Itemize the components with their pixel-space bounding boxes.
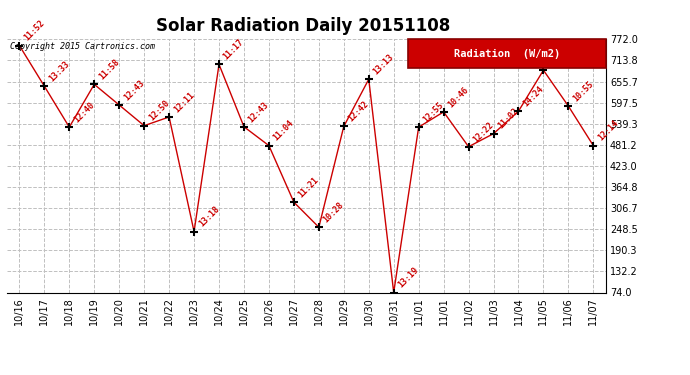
Text: 11:52: 11:52: [22, 19, 46, 43]
Text: 12:50: 12:50: [147, 99, 171, 123]
Text: Copyright 2015 Cartronics.com: Copyright 2015 Cartronics.com: [10, 42, 155, 51]
Text: 10:28: 10:28: [322, 200, 346, 225]
Text: 13:33: 13:33: [47, 59, 71, 83]
FancyBboxPatch shape: [408, 39, 606, 69]
Text: 12:22: 12:22: [471, 120, 495, 144]
Text: 12:43: 12:43: [122, 78, 146, 102]
Text: 12:40: 12:40: [72, 100, 96, 124]
Text: 12:11: 12:11: [172, 90, 196, 114]
Text: 11:58: 11:58: [97, 57, 121, 82]
Text: 10:55: 10:55: [571, 79, 595, 104]
Text: 11:02: 11:02: [496, 107, 520, 131]
Text: 10:46: 10:46: [446, 85, 471, 109]
Text: Radiation  (W/m2): Radiation (W/m2): [454, 49, 560, 59]
Text: 11:17: 11:17: [221, 38, 246, 62]
Text: 11:04: 11:04: [272, 119, 296, 143]
Text: 13:18: 13:18: [197, 205, 221, 229]
Text: 11:21: 11:21: [297, 176, 321, 200]
Text: 12:55: 12:55: [422, 100, 446, 124]
Text: 12:38: 12:38: [546, 44, 570, 68]
Text: 12:43: 12:43: [247, 100, 270, 124]
Text: 13:19: 13:19: [397, 266, 420, 290]
Text: 13:13: 13:13: [371, 53, 395, 76]
Text: 12:42: 12:42: [346, 100, 371, 124]
Text: 12:14: 12:14: [596, 119, 620, 143]
Text: Solar Radiation Daily 20151108: Solar Radiation Daily 20151108: [157, 17, 451, 35]
Text: 14:24: 14:24: [521, 84, 545, 108]
